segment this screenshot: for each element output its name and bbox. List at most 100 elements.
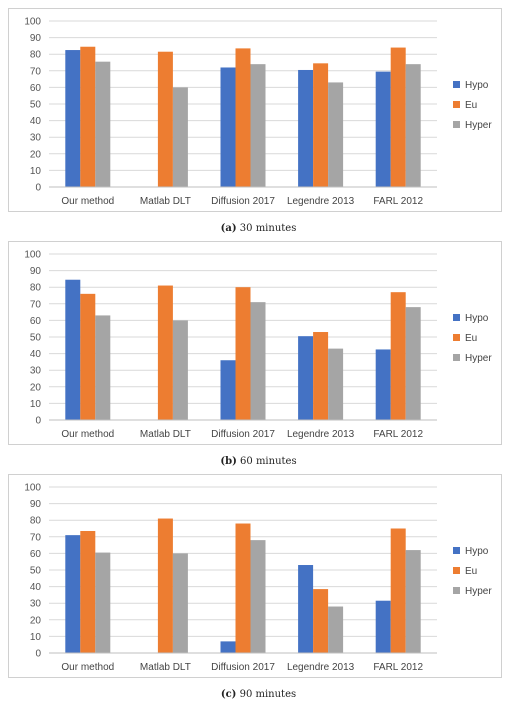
legend-label-hypo: Hypo xyxy=(465,80,489,91)
bar-hyper xyxy=(172,320,188,420)
y-tick-label: 40 xyxy=(30,349,42,360)
legend-swatch-hypo xyxy=(453,81,460,88)
y-tick-label: 80 xyxy=(30,516,42,527)
y-tick-label: 10 xyxy=(30,166,42,177)
caption-c: (c) 90 minutes xyxy=(0,689,517,700)
x-tick-label: Legendre 2013 xyxy=(287,429,355,440)
y-tick-label: 100 xyxy=(24,17,41,28)
bar-hyper xyxy=(328,348,344,420)
x-tick-label: FARL 2012 xyxy=(373,429,423,440)
bar-chart-c: 0 10 20 30 40 50 60 70 80 90 100 Our method Matlab D… xyxy=(24,483,492,674)
y-tick-label: 0 xyxy=(35,416,41,427)
bar-eu xyxy=(313,589,329,653)
bar-eu xyxy=(157,285,173,420)
x-tick-label: Matlab DLT xyxy=(140,662,191,673)
legend-swatch-eu xyxy=(453,101,460,108)
caption-b: (b) 60 minutes xyxy=(0,456,517,467)
bar-hypo xyxy=(375,71,391,187)
y-tick-label: 0 xyxy=(35,649,41,660)
chart-panel-b: 0 10 20 30 40 50 60 70 80 90 100 Our method Matlab D… xyxy=(8,241,502,445)
bar-eu xyxy=(157,518,173,653)
bar-hyper xyxy=(172,87,188,187)
y-tick-label: 20 xyxy=(30,149,42,160)
bar-hyper xyxy=(405,307,421,420)
chart-panel-c: 0 10 20 30 40 50 60 70 80 90 100 Our method Matlab D… xyxy=(8,474,502,678)
bar-hyper xyxy=(95,315,111,420)
x-tick-label: Matlab DLT xyxy=(140,196,191,207)
y-tick-label: 40 xyxy=(30,582,42,593)
bar-eu xyxy=(157,51,173,188)
y-tick-label: 70 xyxy=(30,532,42,543)
bar-hypo xyxy=(298,565,314,653)
y-tick-label: 90 xyxy=(30,33,42,44)
x-tick-label: FARL 2012 xyxy=(373,196,423,207)
x-tick-label: FARL 2012 xyxy=(373,662,423,673)
y-tick-label: 80 xyxy=(30,50,42,61)
bar-hypo xyxy=(65,50,81,187)
bar-eu xyxy=(390,292,406,420)
y-tick-label: 100 xyxy=(24,250,41,261)
bar-eu xyxy=(80,293,96,420)
y-tick-label: 40 xyxy=(30,116,42,127)
bar-hypo xyxy=(65,535,81,653)
y-tick-label: 90 xyxy=(30,499,42,510)
x-tick-label: Our method xyxy=(61,196,114,207)
x-tick-label: Diffusion 2017 xyxy=(211,429,275,440)
caption-a-label: (a) xyxy=(220,223,237,234)
y-tick-label: 100 xyxy=(24,483,41,494)
legend-label-hypo: Hypo xyxy=(465,546,489,557)
bar-eu xyxy=(80,530,96,653)
y-tick-label: 50 xyxy=(30,333,42,344)
x-tick-label: Matlab DLT xyxy=(140,429,191,440)
bar-hyper xyxy=(172,553,188,653)
y-tick-label: 10 xyxy=(30,632,42,643)
legend-label-hyper: Hyper xyxy=(465,586,492,597)
bar-hyper xyxy=(405,550,421,653)
bar-eu xyxy=(390,47,406,188)
bar-hyper xyxy=(95,552,111,653)
legend-swatch-eu xyxy=(453,567,460,574)
y-tick-label: 60 xyxy=(30,549,42,560)
bar-hypo xyxy=(220,67,236,187)
bar-hypo xyxy=(220,641,236,653)
bar-hyper xyxy=(328,82,344,187)
legend-label-eu: Eu xyxy=(465,100,477,111)
x-tick-label: Legendre 2013 xyxy=(287,196,355,207)
bar-eu xyxy=(235,287,251,420)
bar-hyper xyxy=(328,606,344,653)
bar-hypo xyxy=(298,336,314,420)
caption-a: (a) 30 minutes xyxy=(0,223,517,234)
bar-hypo xyxy=(375,600,391,653)
y-tick-label: 90 xyxy=(30,266,42,277)
y-tick-label: 20 xyxy=(30,382,42,393)
legend-swatch-hypo xyxy=(453,314,460,321)
y-tick-label: 50 xyxy=(30,566,42,577)
bar-eu xyxy=(80,46,96,188)
x-tick-label: Diffusion 2017 xyxy=(211,662,275,673)
legend-label-eu: Eu xyxy=(465,333,477,344)
y-tick-label: 0 xyxy=(35,183,41,194)
y-tick-label: 20 xyxy=(30,615,42,626)
y-tick-label: 30 xyxy=(30,599,42,610)
legend-label-hyper: Hyper xyxy=(465,353,492,364)
x-tick-label: Diffusion 2017 xyxy=(211,196,275,207)
x-tick-label: Our method xyxy=(61,662,114,673)
y-tick-label: 60 xyxy=(30,83,42,94)
legend-swatch-hyper xyxy=(453,587,460,594)
bar-eu xyxy=(235,523,251,653)
y-tick-label: 10 xyxy=(30,399,42,410)
chart-panel-a: 0 10 20 30 40 50 60 70 80 90 100 Our method Matlab D… xyxy=(8,8,502,212)
bar-hyper xyxy=(250,302,266,420)
x-tick-label: Legendre 2013 xyxy=(287,662,355,673)
bar-hyper xyxy=(405,64,421,187)
bar-hypo xyxy=(375,349,391,420)
caption-c-text: 90 minutes xyxy=(239,689,297,700)
y-tick-label: 30 xyxy=(30,133,42,144)
bar-hypo xyxy=(65,279,81,420)
bar-eu xyxy=(313,63,329,187)
y-tick-label: 60 xyxy=(30,316,42,327)
y-tick-label: 80 xyxy=(30,283,42,294)
bar-eu xyxy=(235,48,251,187)
legend-label-eu: Eu xyxy=(465,566,477,577)
y-tick-label: 30 xyxy=(30,366,42,377)
